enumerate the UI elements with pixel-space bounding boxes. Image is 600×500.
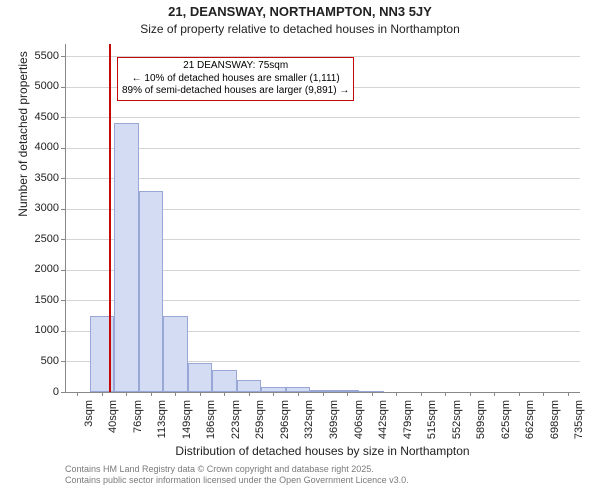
x-tick-label: 735sqm — [573, 400, 585, 450]
histogram-bar — [188, 363, 213, 392]
x-tick-label: 369sqm — [328, 400, 340, 450]
x-tick-label: 296sqm — [279, 400, 291, 450]
y-tick-label: 1500 — [35, 294, 59, 306]
y-tick-label: 4500 — [35, 111, 59, 123]
x-axis-line — [65, 392, 580, 393]
footer-line: Contains HM Land Registry data © Crown c… — [65, 464, 409, 475]
histogram-bar — [163, 316, 188, 392]
x-tick-label: 113sqm — [156, 400, 168, 450]
x-tick-label: 698sqm — [549, 400, 561, 450]
footer-attribution: Contains HM Land Registry data © Crown c… — [65, 464, 409, 486]
annotation-line: 89% of semi-detached houses are larger (… — [122, 85, 349, 98]
annotation-line: 21 DEANSWAY: 75sqm — [122, 60, 349, 73]
y-tick-label: 4000 — [35, 141, 59, 153]
x-tick-label: 662sqm — [524, 400, 536, 450]
y-tick-label: 1000 — [35, 324, 59, 336]
figure: 21, DEANSWAY, NORTHAMPTON, NN3 5JY Size … — [0, 0, 600, 500]
histogram-bar — [114, 123, 139, 392]
y-tick-label: 2500 — [35, 233, 59, 245]
x-tick-label: 552sqm — [451, 400, 463, 450]
title-sub: Size of property relative to detached ho… — [0, 22, 600, 36]
y-tick-label: 500 — [41, 355, 59, 367]
x-tick-label: 186sqm — [205, 400, 217, 450]
footer-line: Contains public sector information licen… — [65, 475, 409, 486]
grid-line — [65, 178, 580, 179]
y-axis-line — [65, 44, 66, 392]
x-tick-label: 625sqm — [500, 400, 512, 450]
x-tick-label: 149sqm — [181, 400, 193, 450]
histogram-bar — [139, 191, 164, 392]
histogram-bar — [237, 380, 262, 392]
annotation-line: ← 10% of detached houses are smaller (1,… — [122, 73, 349, 86]
title-main: 21, DEANSWAY, NORTHAMPTON, NN3 5JY — [0, 4, 600, 19]
annotation-box: 21 DEANSWAY: 75sqm← 10% of detached hous… — [117, 57, 354, 101]
x-tick-label: 442sqm — [377, 400, 389, 450]
x-tick-label: 406sqm — [353, 400, 365, 450]
grid-line — [65, 117, 580, 118]
x-tick-label: 223sqm — [230, 400, 242, 450]
x-tick-label: 515sqm — [426, 400, 438, 450]
x-tick-label: 332sqm — [303, 400, 315, 450]
y-tick-label: 5000 — [35, 80, 59, 92]
y-tick-label: 2000 — [35, 263, 59, 275]
plot-area: 21 DEANSWAY: 75sqm← 10% of detached hous… — [65, 44, 580, 392]
y-tick-label: 5500 — [35, 50, 59, 62]
y-tick-label: 3000 — [35, 202, 59, 214]
x-tick-label: 3sqm — [83, 400, 95, 450]
x-tick-label: 589sqm — [475, 400, 487, 450]
y-axis-title: Number of detached properties — [16, 0, 30, 308]
y-tick-label: 0 — [53, 386, 59, 398]
x-tick-label: 40sqm — [107, 400, 119, 450]
y-tick-label: 3500 — [35, 172, 59, 184]
histogram-bar — [212, 370, 237, 392]
x-tick-label: 76sqm — [132, 400, 144, 450]
property-marker-line — [109, 44, 111, 392]
x-tick-label: 259sqm — [254, 400, 266, 450]
x-tick-label: 479sqm — [402, 400, 414, 450]
grid-line — [65, 148, 580, 149]
